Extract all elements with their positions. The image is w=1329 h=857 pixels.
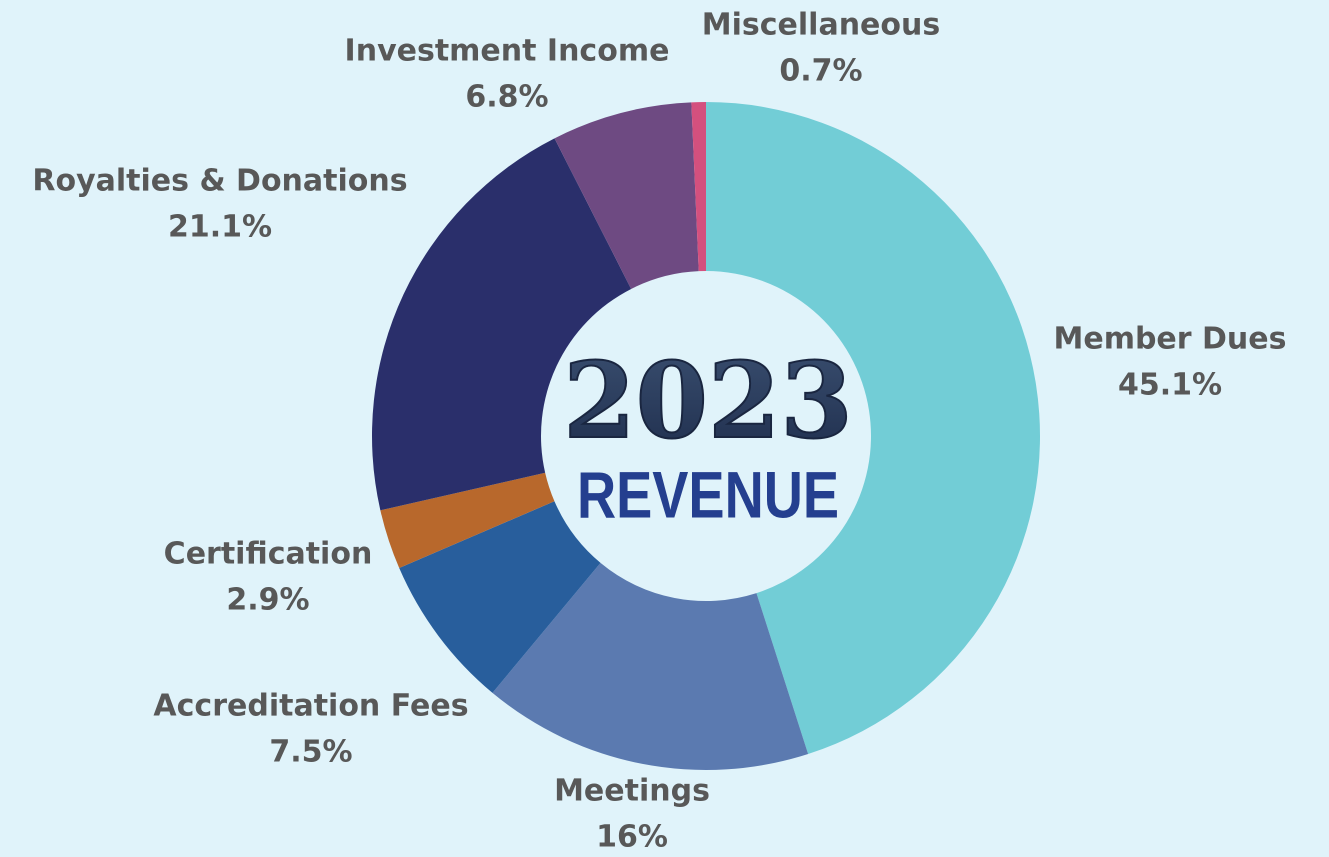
donut xyxy=(371,102,1041,771)
slice-label: Miscellaneous xyxy=(702,8,940,43)
value-label: 21.1% xyxy=(168,210,272,245)
slice xyxy=(371,138,632,511)
value-label: 2.9% xyxy=(226,583,309,618)
slice xyxy=(399,501,601,693)
value-label: 6.8% xyxy=(465,80,548,115)
slice xyxy=(691,102,706,272)
slice-label: Certification xyxy=(164,537,373,572)
slice-label: Accreditation Fees xyxy=(153,689,468,724)
value-label: 45.1% xyxy=(1118,368,1222,403)
value-label: 16% xyxy=(596,820,668,855)
value-label: 0.7% xyxy=(779,54,862,89)
slice xyxy=(554,102,699,289)
slice-label: Royalties & Donations xyxy=(32,164,407,199)
slice-label: Member Dues xyxy=(1054,322,1287,357)
slice-label: Meetings xyxy=(554,774,710,809)
slice xyxy=(380,472,555,569)
slice-label: Investment Income xyxy=(345,34,670,69)
center-title: 2023 xyxy=(563,339,852,462)
value-label: 7.5% xyxy=(269,735,352,770)
slice xyxy=(706,102,1041,755)
slice xyxy=(492,562,809,771)
center-subtitle: REVENUE xyxy=(577,457,839,531)
